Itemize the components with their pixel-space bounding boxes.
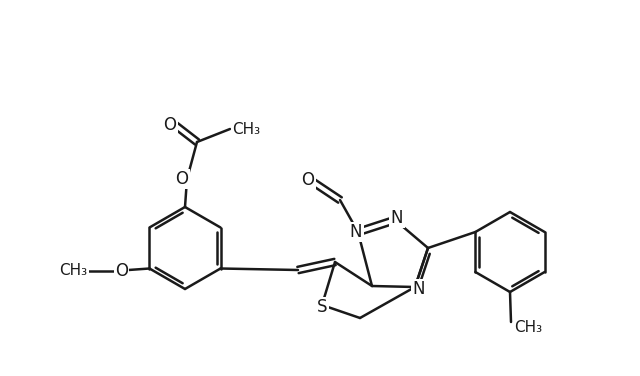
Text: O: O [163, 116, 177, 134]
Text: O: O [301, 171, 314, 189]
Text: N: N [413, 280, 425, 298]
Text: CH₃: CH₃ [514, 320, 542, 335]
Text: O: O [175, 170, 189, 188]
Text: CH₃: CH₃ [232, 121, 260, 136]
Text: S: S [317, 298, 327, 316]
Text: N: N [391, 209, 403, 227]
Text: O: O [115, 261, 128, 279]
Text: CH₃: CH₃ [60, 263, 88, 278]
Text: N: N [349, 223, 362, 241]
